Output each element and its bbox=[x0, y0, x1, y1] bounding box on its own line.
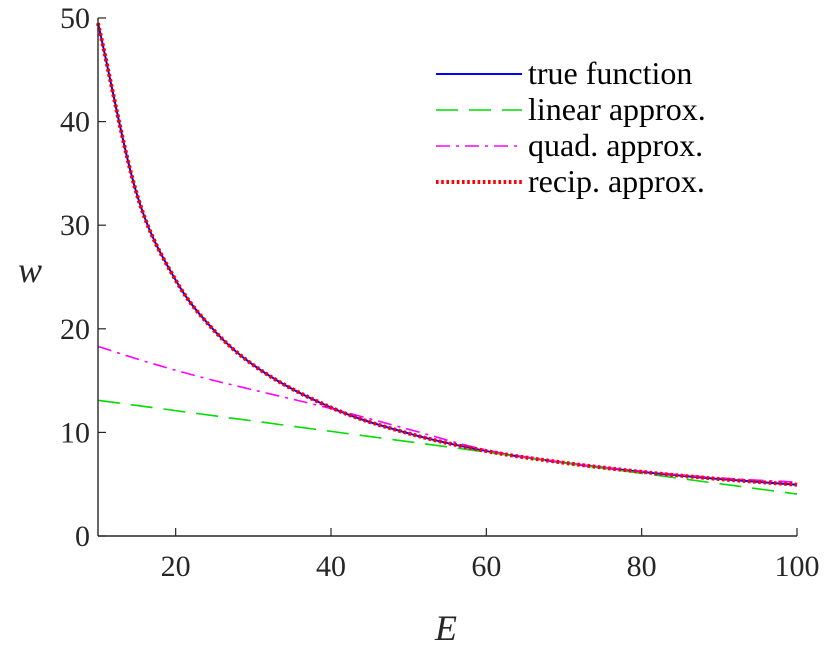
series-layer bbox=[96, 22, 798, 495]
axes bbox=[97, 18, 797, 537]
x-tick-label: 60 bbox=[471, 550, 501, 583]
x-tick-label: 20 bbox=[161, 550, 191, 583]
x-tick-label: 100 bbox=[775, 550, 820, 583]
y-axis-label: w bbox=[18, 250, 42, 290]
legend-label-3: recip. approx. bbox=[528, 163, 705, 199]
y-tick-label: 50 bbox=[60, 2, 90, 35]
series-line-2 bbox=[97, 345, 798, 483]
series-line-3 bbox=[96, 22, 798, 487]
legend-label-2: quad. approx. bbox=[528, 127, 703, 163]
y-tick-label: 0 bbox=[75, 520, 90, 553]
y-tick-label: 10 bbox=[60, 416, 90, 449]
legend-label-0: true function bbox=[528, 55, 692, 91]
series-line-1 bbox=[97, 399, 798, 495]
x-tick-label: 80 bbox=[627, 550, 657, 583]
y-tick-label: 40 bbox=[60, 106, 90, 139]
ticks: 20 40 60 80 100 0 10 20 30 40 50 bbox=[60, 2, 820, 583]
x-tick-label: 40 bbox=[316, 550, 346, 583]
y-tick-label: 20 bbox=[60, 313, 90, 346]
x-axis-label: E bbox=[434, 608, 457, 648]
legend-label-1: linear approx. bbox=[528, 91, 706, 127]
y-tick-label: 30 bbox=[60, 209, 90, 242]
